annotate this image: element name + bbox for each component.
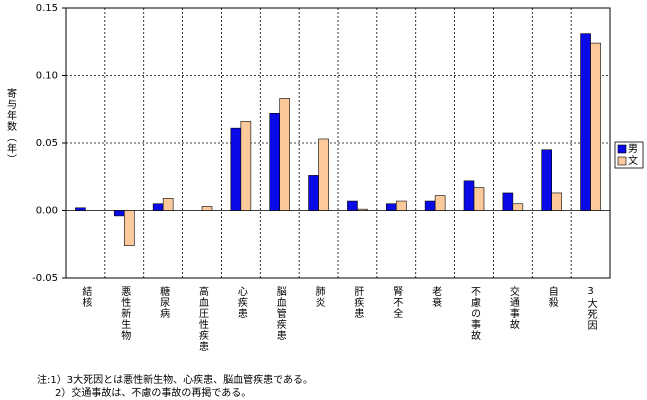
x-tick-label: 糖尿病 [158, 285, 170, 319]
bar [123, 210, 135, 246]
bar [269, 113, 281, 211]
bar [279, 98, 291, 211]
legend-label: 文 [628, 154, 638, 167]
bar [357, 208, 368, 211]
x-tick-label: 悪性新生物 [119, 286, 131, 341]
bar [308, 175, 319, 211]
x-tick-label: 交通事故 [507, 285, 519, 330]
x-tick-label: 高血圧性疾患 [197, 285, 209, 352]
bar [580, 33, 591, 211]
bar [473, 187, 485, 211]
y-axis-label: 寄与年数（年） [5, 87, 17, 165]
bar [551, 192, 563, 211]
x-tick-label: 3大死因 [585, 286, 597, 331]
bar [434, 195, 446, 211]
x-tick-label: 肝疾患 [352, 286, 364, 319]
bar [201, 206, 213, 211]
legend-label: 男 [628, 143, 638, 155]
bar [347, 200, 358, 211]
note: 注:1）3大死因とは悪性新生物、心疾患、脳血管疾患である。 [37, 373, 313, 386]
x-tick-label: 自殺 [546, 285, 558, 308]
bar [395, 200, 407, 211]
bar [113, 210, 125, 217]
legend-swatch [617, 144, 627, 154]
bar [162, 198, 174, 211]
x-tick-label: 不慮の事故 [469, 286, 481, 341]
bar [502, 192, 514, 211]
x-tick-label: 脳血管疾患 [274, 286, 286, 341]
y-tick-label: 0.10 [36, 71, 58, 82]
bar [230, 127, 242, 211]
y-tick-label: 0.05 [36, 138, 58, 149]
bar [590, 42, 601, 211]
bar [240, 121, 252, 211]
bar [385, 203, 397, 211]
x-tick-label: 肺炎 [313, 286, 325, 308]
y-tick-label: 0.15 [36, 3, 58, 14]
bar [75, 207, 86, 211]
y-tick-label: 0.00 [36, 206, 58, 217]
y-tick-label: -0.05 [32, 273, 58, 284]
bar [424, 200, 436, 211]
x-tick-label: 結核 [80, 285, 92, 308]
legend-swatch [617, 156, 627, 166]
bar [152, 203, 164, 211]
bar [318, 138, 329, 211]
bar [512, 203, 524, 211]
x-tick-label: 腎不全 [391, 286, 403, 319]
x-tick-label: 心疾患 [235, 286, 247, 319]
note: 2）交通事故は、不慮の事故の再掲である。 [55, 386, 251, 399]
x-tick-label: 老衰 [430, 285, 442, 308]
bar [541, 149, 553, 211]
bar [463, 180, 475, 211]
